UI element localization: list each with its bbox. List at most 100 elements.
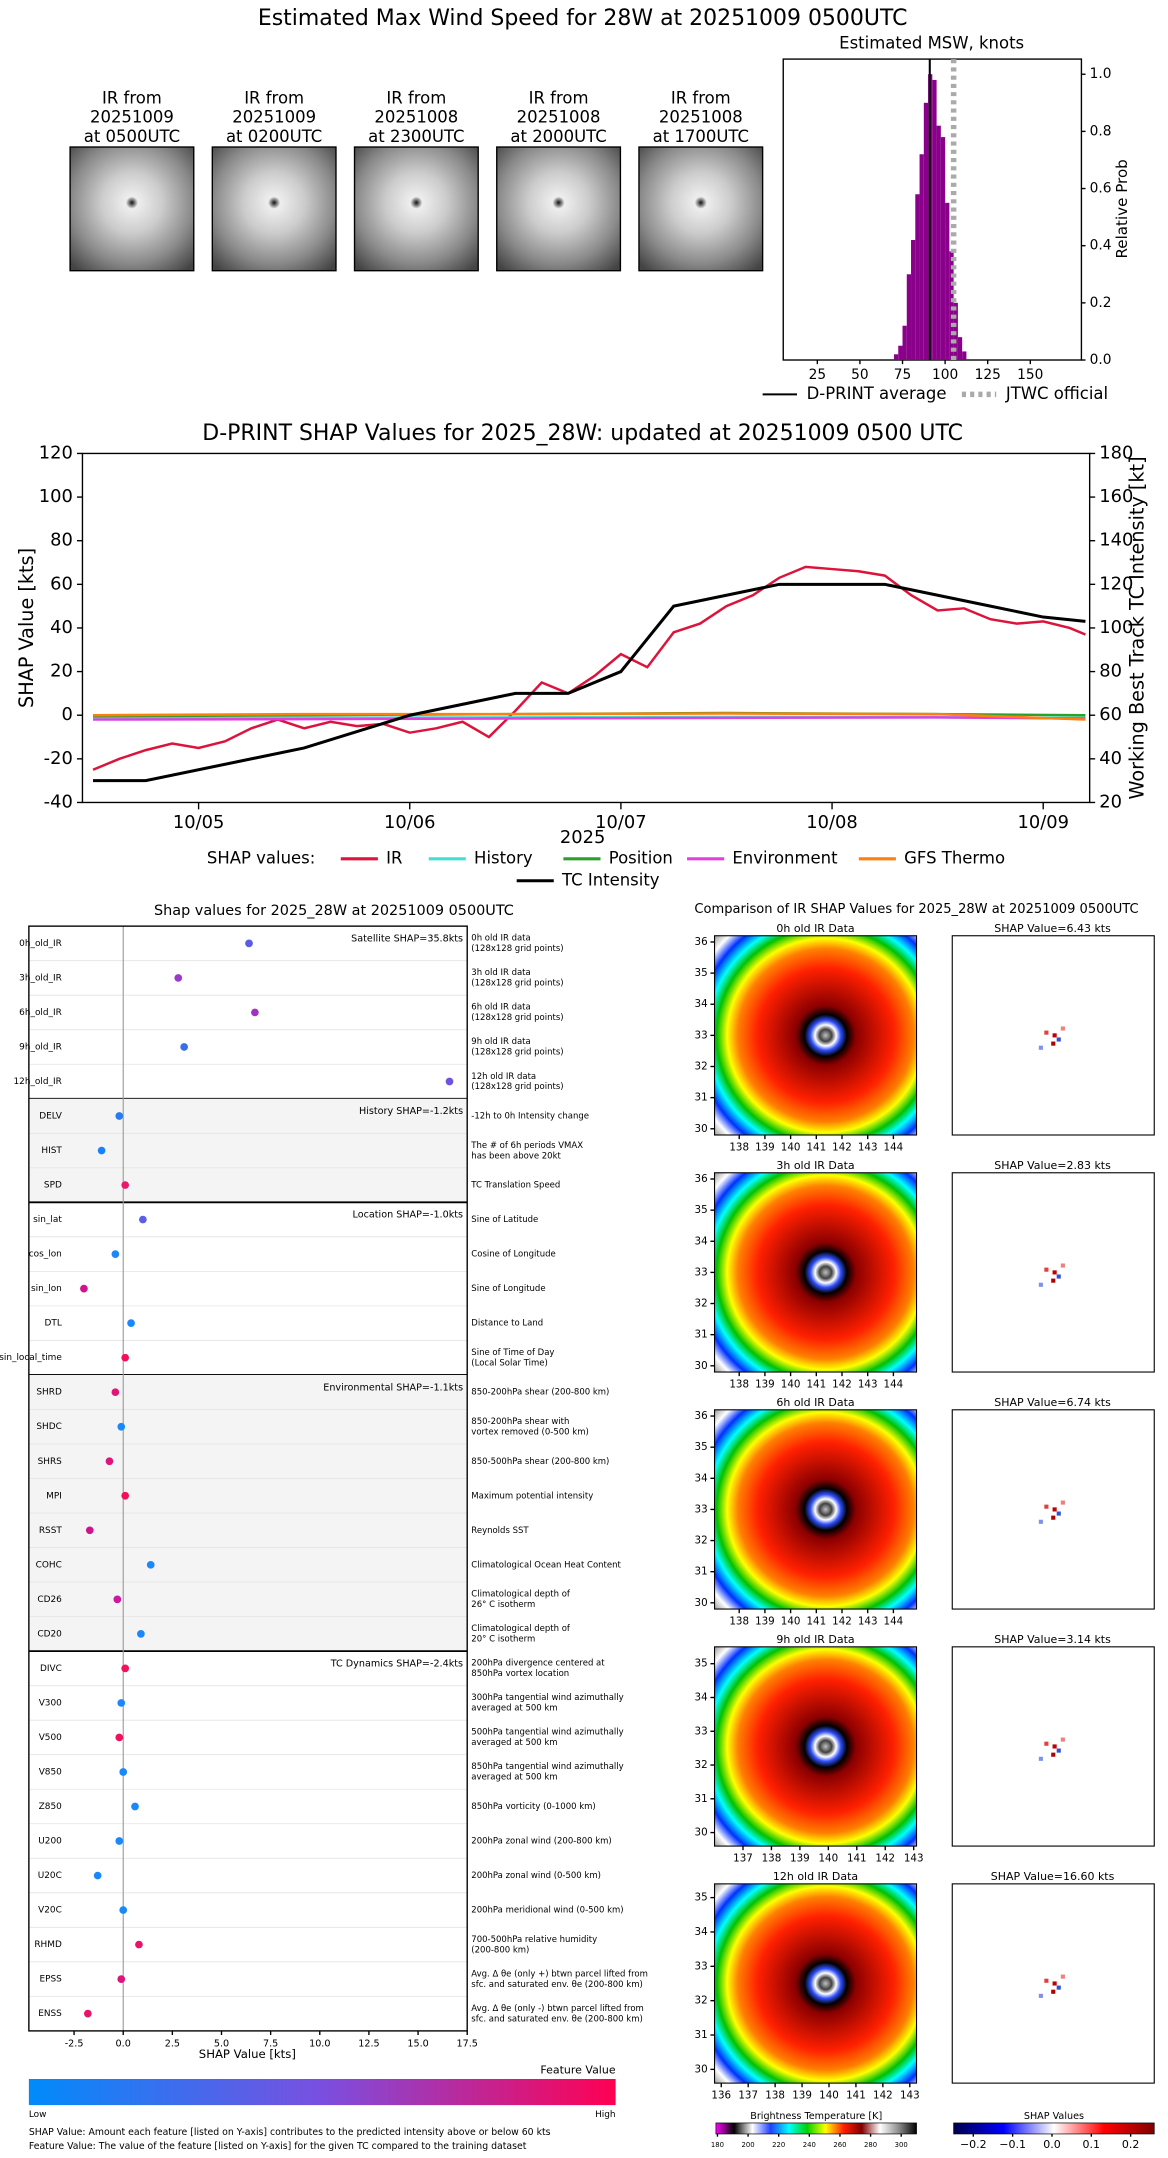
legend-label: IR <box>386 848 402 867</box>
x-tick-label: 138 <box>762 1852 782 1864</box>
feature-name: SHRS <box>38 1457 63 1467</box>
x-tick-label: 140 <box>781 1378 801 1390</box>
y-tick-label: 35 <box>695 967 708 979</box>
feature-description: sfc. and saturated env. θe (200-800 km) <box>471 2014 642 2024</box>
colorbar-label: SHAP Values <box>1024 2111 1084 2122</box>
shap-blob <box>1038 1045 1043 1050</box>
ir-thumbnail <box>638 146 764 272</box>
x-tick-label: 138 <box>729 1141 749 1153</box>
y2-axis-label: Working Best Track TC Intensity [kt] <box>1125 456 1148 799</box>
shap-dot <box>119 1768 128 1776</box>
thumbnail-label: IR from <box>244 88 304 107</box>
panel-title: SHAP Value=2.83 kts <box>994 1159 1111 1172</box>
plot-frame <box>28 925 468 2032</box>
x-tick-label: 139 <box>790 1852 810 1864</box>
y-tick-label: 0.2 <box>1090 295 1112 311</box>
x-tick-label: 5.0 <box>214 2038 229 2049</box>
x-tick-label: 143 <box>858 1615 878 1627</box>
shap-dot <box>97 1146 106 1155</box>
shap-blob <box>1044 1741 1049 1746</box>
shap-blob <box>1044 1030 1049 1035</box>
y-tick-label: 33 <box>695 1029 708 1041</box>
colorbar-label: Brightness Temperature [K] <box>750 2111 882 2122</box>
shap-dot <box>251 1008 259 1017</box>
feature-description: Reynolds SST <box>471 1526 529 1536</box>
feature-description: 12h old IR data <box>471 1072 536 1082</box>
feature-description: 200hPa meridional wind (0-500 km) <box>471 1906 623 1916</box>
x-tick-label: 142 <box>832 1141 852 1153</box>
y-tick-label: 32 <box>695 1298 708 1310</box>
y-tick-label: 34 <box>695 1472 708 1484</box>
feature-name: U20C <box>38 1871 62 1881</box>
shap-dot <box>139 1215 147 1224</box>
histogram-bar <box>936 125 941 361</box>
shap-dot <box>121 1664 130 1673</box>
y-tick-label: 31 <box>695 1329 708 1341</box>
series-line <box>93 582 1086 783</box>
y-tick-label: 35 <box>695 1892 708 1904</box>
feature-description: 850hPa tangential wind azimuthally <box>471 1762 623 1772</box>
thumbnail-label: at 1700UTC <box>653 127 749 146</box>
x-tick-label: 144 <box>884 1615 904 1627</box>
shap-dot <box>146 1560 155 1569</box>
shap-blob <box>1056 1748 1061 1753</box>
feature-description: 850-500hPa shear (200-800 km) <box>471 1457 609 1467</box>
x-tick-label: 10/06 <box>384 812 435 833</box>
y-tick-label: 31 <box>695 2029 708 2041</box>
colorbar-tick-label: 300 <box>895 2141 908 2149</box>
feature-name: sin_lon <box>31 1284 62 1294</box>
feature-name: SPD <box>44 1181 62 1191</box>
feature-name: CD20 <box>37 1629 62 1639</box>
thumbnail-label: 20251008 <box>659 108 743 127</box>
feature-description: 6h old IR data <box>471 1003 530 1013</box>
legend-title: SHAP values: <box>207 848 315 867</box>
feature-name: 6h_old_IR <box>19 1008 62 1018</box>
x-tick-label: 142 <box>832 1378 852 1390</box>
footnote: Feature Value: The value of the feature … <box>29 2141 527 2152</box>
y-tick-label: 0.4 <box>1090 238 1112 254</box>
shap-blob <box>1044 1504 1049 1509</box>
feature-name: 0h_old_IR <box>19 939 62 949</box>
plot-frame <box>81 452 1091 804</box>
feature-description: The # of 6h periods VMAX <box>470 1141 583 1151</box>
feature-description: (128x128 grid points) <box>471 1082 563 1092</box>
ir-thumbnail <box>69 146 195 272</box>
y-tick-label: 33 <box>695 1960 708 1972</box>
feature-name: SHDC <box>36 1422 61 1432</box>
shap-dot <box>111 1250 120 1258</box>
shap-blob <box>1052 1033 1057 1038</box>
x-tick-label: 142 <box>873 2089 893 2101</box>
colorbar <box>28 2078 616 2106</box>
feature-description: 850-200hPa shear (200-800 km) <box>471 1388 609 1398</box>
y-tick-label: 30 <box>695 2063 708 2075</box>
colorbar-low: Low <box>29 2110 47 2120</box>
shap-dot <box>135 1940 143 1949</box>
ir-image <box>713 1646 918 1847</box>
feature-description: (128x128 grid points) <box>471 944 563 954</box>
shap-blob <box>1060 1737 1065 1742</box>
panel-title: 6h old IR Data <box>776 1396 854 1409</box>
x-tick-label: 150 <box>1017 367 1043 383</box>
legend-label: GFS Thermo <box>904 848 1005 867</box>
y2-tick-label: 60 <box>1099 704 1122 725</box>
feature-description: 26° C isotherm <box>471 1600 535 1610</box>
shap-dot <box>245 939 253 948</box>
legend-label: D-PRINT average <box>807 384 947 403</box>
x-tick-label: 138 <box>729 1615 749 1627</box>
thumbnail-label: at 2000UTC <box>510 127 606 146</box>
histogram-bar <box>915 194 920 361</box>
x-tick-label: 50 <box>851 367 868 383</box>
y2-tick-label: 20 <box>1099 791 1122 812</box>
shap-dot <box>121 1353 130 1362</box>
feature-description: 700-500hPa relative humidity <box>471 1935 597 1945</box>
x-tick-label: 141 <box>806 1378 826 1390</box>
x-tick-label: 143 <box>900 2089 920 2101</box>
thumbnail-label: 20251009 <box>90 108 174 127</box>
y2-tick-label: 180 <box>1099 442 1133 463</box>
shap-dot <box>105 1457 114 1466</box>
ir-image <box>713 1883 918 2084</box>
legend-label: Environment <box>732 848 838 867</box>
series-line <box>93 712 1086 721</box>
feature-description: Cosine of Longitude <box>471 1250 555 1260</box>
y-tick-label: 34 <box>695 998 708 1010</box>
